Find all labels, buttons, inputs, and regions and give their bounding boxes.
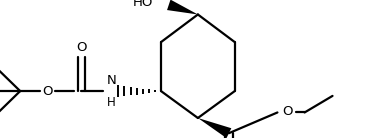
Text: HO: HO — [133, 0, 153, 9]
Text: N: N — [106, 74, 116, 87]
Text: O: O — [76, 41, 87, 54]
Text: O: O — [42, 85, 53, 98]
Polygon shape — [167, 0, 198, 14]
Polygon shape — [198, 118, 231, 138]
Text: O: O — [282, 105, 293, 118]
Text: H: H — [107, 96, 116, 109]
